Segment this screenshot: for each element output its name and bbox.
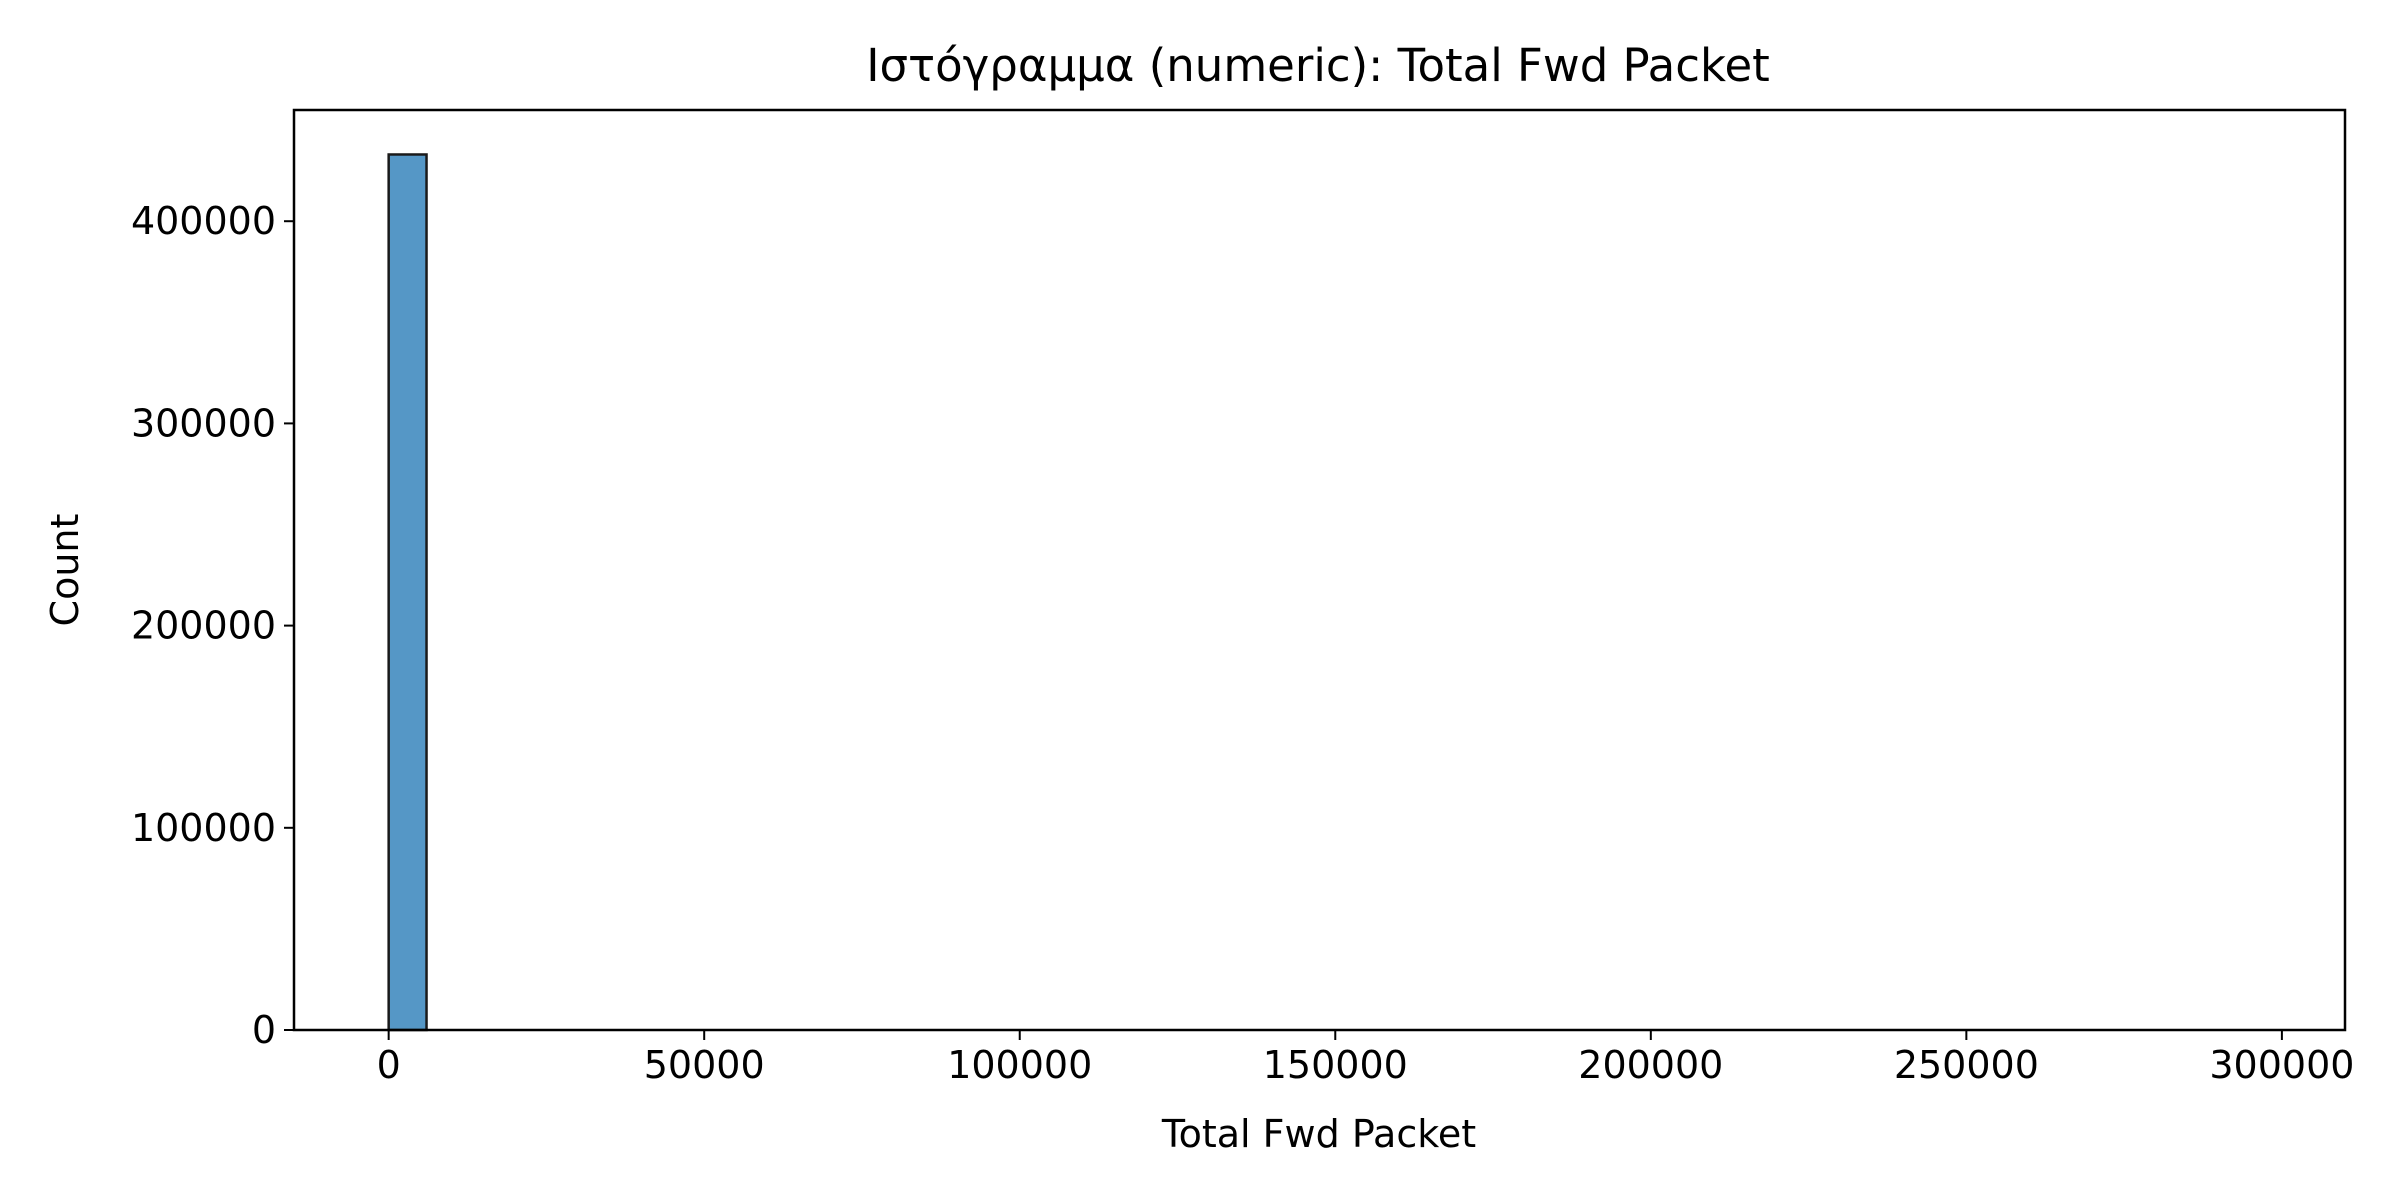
y-tick-label: 100000 xyxy=(131,806,276,850)
y-axis-label: Count xyxy=(43,514,87,627)
y-tick-label: 300000 xyxy=(131,401,276,445)
y-axis-ticks: 0 100000 200000 300000 400000 xyxy=(131,199,294,1052)
x-tick-label: 50000 xyxy=(644,1043,765,1087)
y-tick-label: 200000 xyxy=(131,604,276,648)
x-axis-label: Total Fwd Packet xyxy=(1161,1112,1476,1156)
y-tick-label: 400000 xyxy=(131,199,276,243)
chart-title: Ιστόγραμμα (numeric): Total Fwd Packet xyxy=(866,39,1770,92)
x-tick-label: 200000 xyxy=(1578,1043,1723,1087)
histogram-bar-0 xyxy=(387,153,428,1032)
x-tick-label: 0 xyxy=(377,1043,401,1087)
x-tick-label: 250000 xyxy=(1894,1043,2039,1087)
x-axis-ticks: 0 50000 100000 150000 200000 250000 300000 xyxy=(377,1030,2354,1087)
x-tick-label: 150000 xyxy=(1263,1043,1408,1087)
x-tick-label: 100000 xyxy=(947,1043,1092,1087)
bars xyxy=(387,153,428,1032)
x-tick-label: 300000 xyxy=(2209,1043,2354,1087)
plot-frame xyxy=(292,108,2347,1032)
y-tick-label: 0 xyxy=(252,1008,276,1052)
